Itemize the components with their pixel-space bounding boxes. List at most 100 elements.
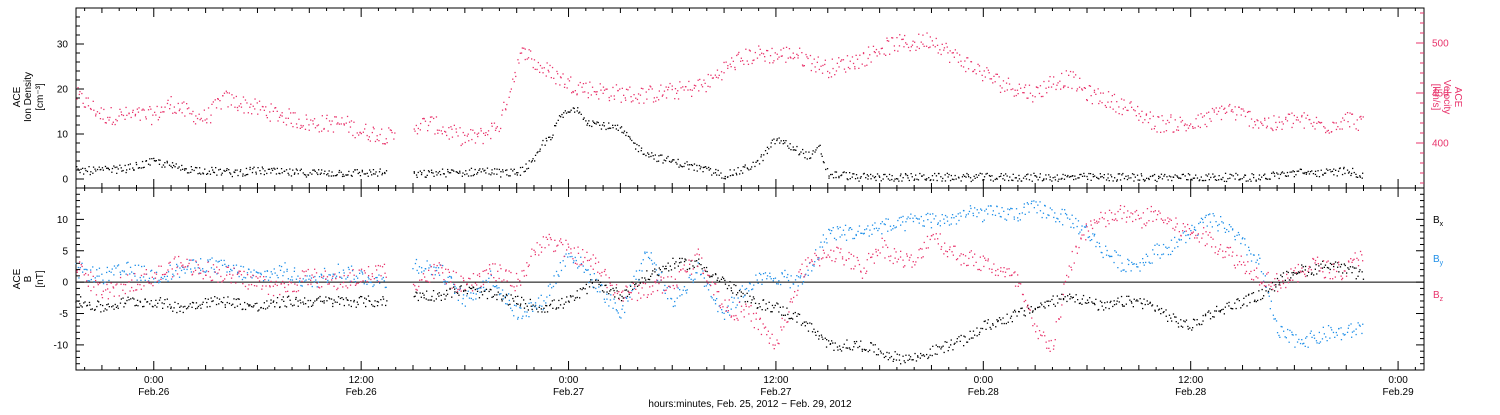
ion-density-series-point [574, 112, 575, 113]
velocity-series-point [108, 119, 109, 120]
velocity-series-point [1321, 122, 1322, 123]
by-series-point [272, 273, 273, 274]
velocity-series-point [210, 115, 211, 116]
velocity-series-point [1020, 88, 1021, 89]
velocity-series-point [1312, 126, 1313, 127]
bz-series-point [137, 284, 138, 285]
bx-series-point [1170, 318, 1171, 319]
by-series-point [888, 219, 889, 220]
bz-series-point [242, 283, 243, 284]
ion-density-series-point [444, 173, 445, 174]
bx-series-point [878, 348, 879, 349]
velocity-series-point [1053, 76, 1054, 77]
velocity-series-point [834, 74, 835, 75]
bx-series-point [899, 354, 900, 355]
bx-series-point [1357, 276, 1358, 277]
by-series-point [1171, 240, 1172, 241]
by-series-point [727, 312, 728, 313]
bz-series-point [1140, 217, 1141, 218]
by-series-point [1132, 264, 1133, 265]
velocity-series-point [1045, 88, 1046, 89]
bz-series-point [182, 265, 183, 266]
ion-density-series-point [1001, 173, 1002, 174]
velocity-series-point [414, 131, 415, 132]
by-series-point [156, 272, 157, 273]
bz-series-point [734, 319, 735, 320]
ion-density-series-point [1355, 174, 1356, 175]
velocity-series-point [1232, 111, 1233, 112]
bz-series-point [926, 248, 927, 249]
by-series-point [1261, 271, 1262, 272]
ion-density-series-point [938, 173, 939, 174]
ion-density-series-point [382, 173, 383, 174]
velocity-series-point [596, 91, 597, 92]
velocity-series-point [989, 72, 990, 73]
bx-series-point [1291, 272, 1292, 273]
velocity-series-point [312, 120, 313, 121]
ion-density-series-point [357, 169, 358, 170]
bz-series-point [1024, 301, 1025, 302]
velocity-series-point [552, 67, 553, 68]
ion-density-series-point [284, 171, 285, 172]
bx-series-point [652, 270, 653, 271]
bz-series-point [76, 270, 77, 271]
ion-density-series-point [1146, 178, 1147, 179]
velocity-series-point [115, 119, 116, 120]
by-series-point [981, 210, 982, 211]
velocity-series-point [1144, 119, 1145, 120]
bx-series-point [103, 310, 104, 311]
bx-series-point [846, 339, 847, 340]
bx-series-point [1043, 306, 1044, 307]
bz-series-point [906, 253, 907, 254]
ion-density-series-point [476, 173, 477, 174]
by-series-point [788, 280, 789, 281]
velocity-series-point [1235, 106, 1236, 107]
by-series-point [508, 293, 509, 294]
bz-series-point [787, 321, 788, 322]
velocity-series-point [277, 120, 278, 121]
by-series-point [377, 280, 378, 281]
by-series-point [517, 318, 518, 319]
velocity-series-point [428, 125, 429, 126]
velocity-series-point [117, 120, 118, 121]
bx-series-point [242, 309, 243, 310]
velocity-series-point [197, 118, 198, 119]
bx-series-point [316, 299, 317, 300]
by-series-point [538, 297, 539, 298]
ion-density-series-point [891, 179, 892, 180]
by-series-point [357, 278, 358, 279]
bx-series-point [302, 302, 303, 303]
bx-series-point [666, 268, 667, 269]
velocity-series-point [303, 125, 304, 126]
bx-series-point [424, 297, 425, 298]
bx-series-point [167, 299, 168, 300]
velocity-series-point [305, 129, 306, 130]
by-series-point [114, 265, 115, 266]
bx-series-point [1142, 303, 1143, 304]
ion-density-series-point [833, 177, 834, 178]
bz-series-point [164, 274, 165, 275]
ion-density-series-point [736, 174, 737, 175]
velocity-series-point [430, 117, 431, 118]
by-series-point [1259, 258, 1260, 259]
by-series-point [175, 270, 176, 271]
ion-density-series-point [184, 170, 185, 171]
velocity-series-point [1085, 88, 1086, 89]
velocity-series-point [866, 65, 867, 66]
bz-series-point [727, 307, 728, 308]
ion-density-series-point [1113, 180, 1114, 181]
bz-series-point [453, 271, 454, 272]
velocity-series-point [783, 48, 784, 49]
bz-series-point [553, 251, 554, 252]
bz-series-point [476, 284, 477, 285]
ion-density-series-point [1093, 174, 1094, 175]
ion-density-series-point [475, 169, 476, 170]
bz-series-point [884, 240, 885, 241]
bx-series-point [348, 304, 349, 305]
ion-density-series-point [512, 170, 513, 171]
by-series-point [616, 309, 617, 310]
bz-series-point [739, 302, 740, 303]
bz-series-point [313, 277, 314, 278]
by-series-point [516, 305, 517, 306]
by-series-point [578, 266, 579, 267]
